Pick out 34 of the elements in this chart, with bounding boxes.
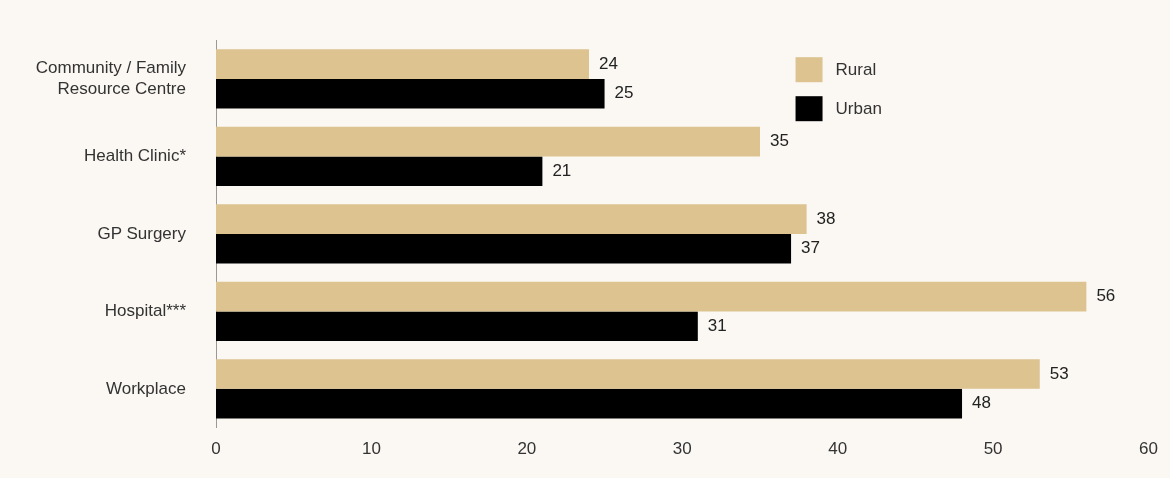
bar: [216, 388, 963, 419]
bar: [216, 156, 543, 187]
data-label: 31: [707, 315, 727, 335]
data-label: 37: [801, 238, 820, 258]
bar: [216, 204, 807, 234]
data-label: 56: [1096, 286, 1116, 306]
data-label: 25: [614, 83, 634, 103]
y-tick-label: Hospital***: [104, 301, 187, 321]
x-tick-label: 10: [361, 439, 381, 459]
x-tick-label: 30: [672, 439, 692, 459]
data-label: 38: [816, 208, 836, 228]
x-tick-label: 50: [983, 439, 1003, 459]
y-tick-label: Workplace: [106, 378, 186, 398]
x-tick-label: 40: [828, 439, 848, 459]
data-label: 35: [769, 131, 789, 151]
y-tick-label: GP Surgery: [97, 223, 187, 243]
bar: [216, 359, 1040, 389]
legend-label: Urban: [835, 99, 882, 119]
x-tick-label: 0: [211, 439, 221, 459]
y-tick-label: Community / Family Resource Centre: [35, 58, 187, 98]
bar: [216, 49, 590, 79]
bar: [216, 311, 698, 342]
x-tick-label: 20: [517, 439, 537, 459]
x-tick-label: 60: [1139, 439, 1159, 459]
data-label: 48: [972, 393, 991, 413]
data-label: 53: [1049, 363, 1069, 383]
data-label: 21: [552, 160, 572, 180]
bar: [216, 233, 792, 264]
bar: [216, 78, 605, 109]
y-tick-label: Health Clinic*: [83, 146, 187, 166]
data-label: 24: [599, 53, 618, 73]
bar: [216, 126, 760, 157]
legend-label: Rural: [835, 60, 877, 80]
bar: [216, 281, 1087, 312]
